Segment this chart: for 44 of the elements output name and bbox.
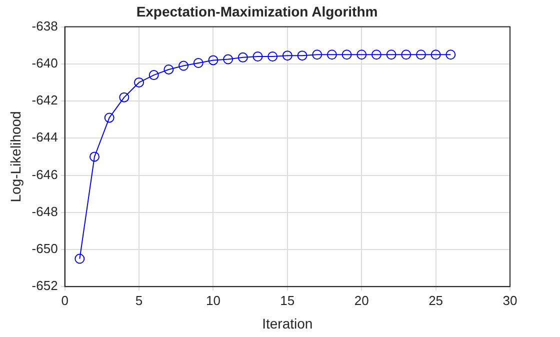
point [178, 60, 189, 71]
point [252, 51, 263, 62]
point [208, 55, 218, 66]
x-axis-title: Iteration [262, 315, 313, 332]
y-tick-label: -640 [32, 55, 58, 70]
point [386, 50, 396, 60]
point [312, 50, 322, 60]
point [282, 50, 292, 61]
point [401, 50, 412, 60]
point [326, 50, 337, 60]
x-tick-label: 25 [428, 292, 444, 308]
chart-title: Expectation-Maximization Algorithm [136, 3, 378, 20]
y-axis-title: Log-Likelihood [7, 111, 24, 202]
y-tick-label: -646 [32, 166, 58, 182]
y-tick-label: -642 [32, 92, 58, 108]
point [148, 70, 159, 80]
x-tick-label: 15 [280, 292, 295, 308]
x-tick-label: 30 [502, 292, 518, 308]
point [119, 92, 130, 102]
point [164, 64, 174, 74]
point [238, 52, 248, 62]
point [371, 50, 382, 60]
point [134, 77, 144, 88]
point [193, 58, 204, 68]
x-tick-label: 5 [135, 292, 143, 308]
point [416, 50, 426, 60]
point [342, 50, 352, 60]
point [430, 50, 441, 60]
point [356, 50, 367, 60]
x-tick-label: 20 [354, 292, 369, 308]
y-tick-label: -644 [32, 130, 58, 145]
y-tick-label: -638 [32, 18, 58, 34]
point [297, 50, 308, 61]
point [90, 152, 100, 162]
x-tick-label: 0 [61, 292, 68, 308]
point [268, 51, 278, 62]
point [74, 254, 85, 264]
y-tick-label: -652 [32, 278, 58, 294]
x-tick-label: 10 [206, 292, 220, 308]
point [223, 54, 234, 64]
y-tick-label: -650 [32, 241, 58, 256]
point [446, 50, 456, 60]
y-tick-label: -648 [32, 204, 58, 219]
point [104, 112, 114, 123]
